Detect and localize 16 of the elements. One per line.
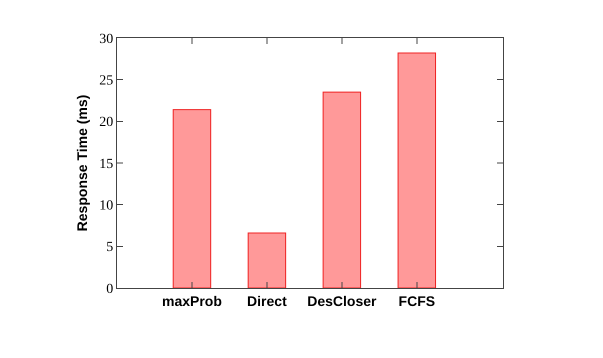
bar [172, 109, 212, 288]
x-tick-label: DesCloser [307, 292, 378, 309]
x-tick-label: Direct [247, 292, 288, 309]
y-tick-label: 20 [99, 115, 114, 130]
x-tick-label: maxProb [162, 292, 222, 309]
bar [248, 232, 286, 288]
y-tick-label: 10 [99, 198, 114, 214]
y-tick-label: 0 [106, 282, 114, 297]
y-axis-title: Response Time (ms) [74, 94, 90, 232]
y-tick-label: 5 [106, 240, 114, 256]
y-tick-label: 15 [99, 156, 114, 172]
bar [398, 52, 436, 288]
y-tick-label: 30 [99, 32, 114, 47]
x-tick-label: FCFS [398, 292, 436, 309]
bar [322, 92, 362, 288]
y-tick-label: 25 [99, 74, 114, 89]
